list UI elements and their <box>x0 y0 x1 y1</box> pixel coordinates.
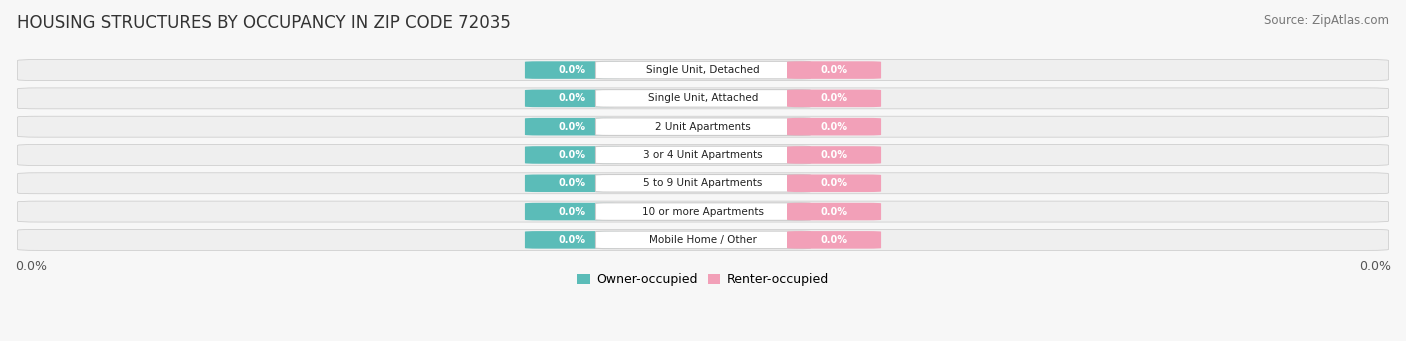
Text: HOUSING STRUCTURES BY OCCUPANCY IN ZIP CODE 72035: HOUSING STRUCTURES BY OCCUPANCY IN ZIP C… <box>17 14 510 32</box>
Text: 0.0%: 0.0% <box>558 178 585 188</box>
Legend: Owner-occupied, Renter-occupied: Owner-occupied, Renter-occupied <box>572 268 834 291</box>
FancyBboxPatch shape <box>787 146 882 164</box>
FancyBboxPatch shape <box>596 90 810 107</box>
FancyBboxPatch shape <box>596 61 810 79</box>
FancyBboxPatch shape <box>17 201 1389 222</box>
Text: 5 to 9 Unit Apartments: 5 to 9 Unit Apartments <box>644 178 762 188</box>
Text: 0.0%: 0.0% <box>821 122 848 132</box>
FancyBboxPatch shape <box>524 203 619 220</box>
FancyBboxPatch shape <box>17 60 1389 80</box>
FancyBboxPatch shape <box>17 116 1389 137</box>
FancyBboxPatch shape <box>787 90 882 107</box>
FancyBboxPatch shape <box>596 231 810 249</box>
FancyBboxPatch shape <box>17 88 1389 109</box>
FancyBboxPatch shape <box>17 145 1389 165</box>
FancyBboxPatch shape <box>17 229 1389 250</box>
Text: 0.0%: 0.0% <box>821 65 848 75</box>
Text: 0.0%: 0.0% <box>821 178 848 188</box>
FancyBboxPatch shape <box>596 146 810 164</box>
Text: Single Unit, Attached: Single Unit, Attached <box>648 93 758 103</box>
Text: 0.0%: 0.0% <box>558 93 585 103</box>
Text: 0.0%: 0.0% <box>821 150 848 160</box>
FancyBboxPatch shape <box>787 175 882 192</box>
Text: 0.0%: 0.0% <box>558 150 585 160</box>
FancyBboxPatch shape <box>787 203 882 220</box>
Text: 0.0%: 0.0% <box>821 235 848 245</box>
FancyBboxPatch shape <box>524 175 619 192</box>
Text: 2 Unit Apartments: 2 Unit Apartments <box>655 122 751 132</box>
FancyBboxPatch shape <box>524 90 619 107</box>
FancyBboxPatch shape <box>524 61 619 79</box>
Text: 0.0%: 0.0% <box>558 65 585 75</box>
FancyBboxPatch shape <box>787 61 882 79</box>
Text: 10 or more Apartments: 10 or more Apartments <box>643 207 763 217</box>
FancyBboxPatch shape <box>596 203 810 220</box>
Text: 0.0%: 0.0% <box>821 93 848 103</box>
FancyBboxPatch shape <box>524 231 619 249</box>
FancyBboxPatch shape <box>524 146 619 164</box>
FancyBboxPatch shape <box>524 118 619 135</box>
Text: 0.0%: 0.0% <box>558 207 585 217</box>
FancyBboxPatch shape <box>787 118 882 135</box>
FancyBboxPatch shape <box>17 173 1389 194</box>
Text: Source: ZipAtlas.com: Source: ZipAtlas.com <box>1264 14 1389 27</box>
FancyBboxPatch shape <box>596 175 810 192</box>
Text: 0.0%: 0.0% <box>558 235 585 245</box>
Text: Mobile Home / Other: Mobile Home / Other <box>650 235 756 245</box>
Text: 0.0%: 0.0% <box>821 207 848 217</box>
FancyBboxPatch shape <box>787 231 882 249</box>
Text: 0.0%: 0.0% <box>558 122 585 132</box>
FancyBboxPatch shape <box>596 118 810 135</box>
Text: Single Unit, Detached: Single Unit, Detached <box>647 65 759 75</box>
Text: 3 or 4 Unit Apartments: 3 or 4 Unit Apartments <box>643 150 763 160</box>
